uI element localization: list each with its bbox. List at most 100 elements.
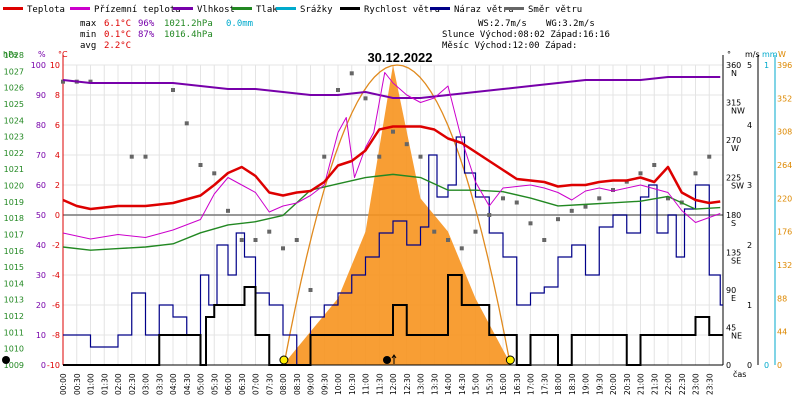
- tick-hpa: 1020: [4, 182, 24, 191]
- wind-dir-point: [473, 229, 478, 234]
- legend-swatch-prizemni-teplota: [70, 7, 90, 10]
- tick-hpa: 1011: [4, 328, 24, 337]
- wind-dir-point: [61, 79, 65, 84]
- legend-item-teplota[interactable]: Teplota: [3, 5, 65, 15]
- tick-time: 06:00: [224, 373, 233, 395]
- legend-label-tlak: Tlak: [256, 5, 278, 15]
- tick-time: 09:00: [307, 373, 316, 395]
- tick-pct: 10: [36, 331, 46, 340]
- tick-dir: 135: [726, 249, 741, 258]
- tick-ms: 0: [747, 361, 752, 370]
- tick-mm: 1: [764, 61, 769, 70]
- tick-hpa: 1015: [4, 263, 24, 272]
- tick-labels: 1028102710261025102410231022102110201019…: [4, 51, 793, 395]
- tick-time: 15:00: [472, 373, 481, 395]
- wind-dir-point: [528, 221, 533, 226]
- legend-swatch-srazky: [276, 7, 296, 10]
- stat-avg-temp: 2.2°C: [104, 41, 131, 51]
- tick-degc: 0: [55, 211, 60, 220]
- tick-time: 03:00: [142, 373, 151, 395]
- tick-time: 22:30: [678, 373, 687, 395]
- legend-item-tlak[interactable]: Tlak: [232, 5, 278, 15]
- stat-min-press: 1016.4hPa: [164, 30, 213, 40]
- wind-dir-point: [459, 246, 464, 251]
- tick-pct: 0: [41, 361, 46, 370]
- tick-pct: 80: [36, 121, 46, 130]
- tick-time: 05:30: [210, 373, 219, 395]
- stat-min-hum: 87%: [138, 30, 155, 40]
- tick-pct: 90: [36, 91, 46, 100]
- tick-time: 04:00: [169, 373, 178, 395]
- tick-hpa: 1017: [4, 230, 24, 239]
- wind-dir-point: [569, 208, 574, 213]
- series-layer: [61, 71, 723, 366]
- wind-dir-point: [322, 154, 327, 159]
- tick-hpa: 1025: [4, 100, 24, 109]
- wind-dir-point: [583, 204, 588, 209]
- moonrise-icon: [383, 356, 391, 364]
- legend-item-srazky[interactable]: Srážky: [276, 5, 333, 15]
- tick-time: 19:30: [595, 373, 604, 395]
- stat-min-label: min: [80, 30, 96, 40]
- legend-item-vlhkost[interactable]: Vlhkost: [173, 5, 235, 15]
- moon-arrow-icon: [391, 354, 397, 364]
- tick-hpa: 1013: [4, 296, 24, 305]
- tick-time: 07:00: [252, 373, 261, 395]
- tick-time: 23:30: [705, 373, 714, 395]
- tick-dir-name: W: [731, 144, 739, 153]
- wind-dir-point: [336, 88, 340, 92]
- wind-dir-point: [129, 154, 134, 159]
- axis-w-label: W: [778, 50, 786, 59]
- wind-dir-point: [707, 154, 712, 159]
- tick-time: 16:30: [513, 373, 522, 395]
- tick-degc: 4: [55, 151, 60, 160]
- tick-time: 04:30: [183, 373, 192, 395]
- tick-time: 17:30: [540, 373, 549, 395]
- tick-time: 18:30: [568, 373, 577, 395]
- tick-time: 19:00: [582, 373, 591, 395]
- tick-pct: 30: [36, 271, 46, 280]
- wind-dir-point: [693, 171, 698, 176]
- humidity-line: [62, 76, 721, 99]
- tick-hpa: 1019: [4, 198, 24, 207]
- tick-hpa: 1022: [4, 149, 24, 158]
- wind-dir-point: [281, 246, 285, 251]
- tick-pct: 70: [36, 151, 46, 160]
- legend-swatch-teplota: [3, 7, 23, 10]
- wind-dir-point: [308, 288, 313, 292]
- wind-dir-point: [611, 188, 615, 192]
- tick-time: 09:30: [320, 373, 329, 395]
- legend-label-prizemni-teplota: Přízemní teplota: [94, 5, 181, 15]
- tick-dir-name: SW: [731, 182, 744, 191]
- tick-ms: 4: [747, 121, 752, 130]
- tick-degc: 6: [55, 121, 60, 130]
- legend-item-naraz-vetru[interactable]: Náraz větru: [430, 5, 514, 15]
- tick-time: 08:30: [293, 373, 302, 395]
- wind-dir-point: [597, 196, 602, 201]
- legend-item-prizemni-teplota[interactable]: Přízemní teplota: [70, 5, 181, 15]
- tick-time: 12:30: [403, 373, 412, 395]
- tick-time: 23:00: [692, 373, 701, 395]
- legend-label-smer-vetru: Směr větru: [528, 5, 582, 15]
- tick-dir: 270: [726, 136, 741, 145]
- tick-time: 12:00: [389, 373, 398, 395]
- tick-hpa: 1010: [4, 345, 24, 354]
- tick-dir: 90: [726, 286, 736, 295]
- tick-hpa: 1028: [4, 51, 24, 60]
- legend-item-rychlost-vetru[interactable]: Rychlost větru: [340, 5, 440, 15]
- wind-dir-point: [391, 129, 395, 134]
- legend-item-smer-vetru[interactable]: Směr větru: [504, 5, 582, 15]
- wind-gust-line: [63, 136, 723, 366]
- tick-degc: -2: [52, 241, 60, 250]
- tick-hpa: 1014: [4, 279, 24, 288]
- axis-dir-label: °: [727, 50, 731, 59]
- tick-pct: 20: [36, 301, 46, 310]
- info-ws: WS:2.7m/s: [478, 19, 527, 29]
- axis-hpa-label: hPa: [3, 50, 18, 59]
- solar-area: [283, 65, 512, 365]
- axis-time-label: čas: [733, 369, 746, 379]
- tick-dir-name: E: [731, 294, 736, 303]
- tick-w: 44: [777, 328, 787, 337]
- tick-ms: 2: [747, 241, 752, 250]
- wind-speed-line: [63, 274, 723, 366]
